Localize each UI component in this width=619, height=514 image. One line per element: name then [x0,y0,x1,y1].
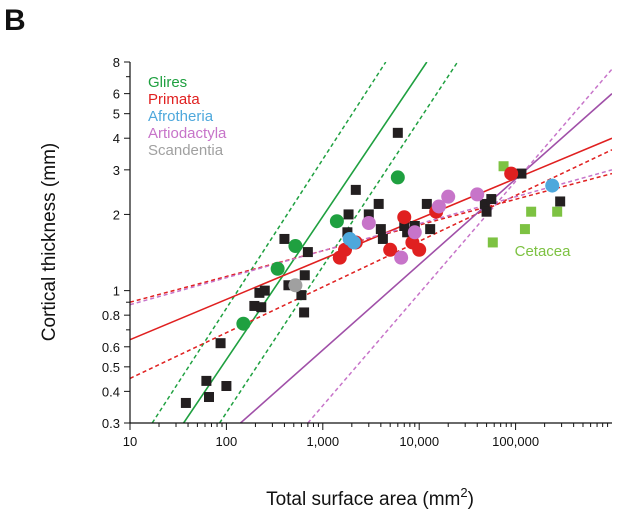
data-point-other [221,381,232,392]
data-point-other [279,233,290,244]
fit-line-artiodactyla-dashed [307,68,612,423]
y-tick-label: 4 [113,131,120,146]
data-point-other [204,392,215,403]
legend-item-primata: Primata [148,91,200,108]
x-axis-title: Total surface area (mm2) [266,485,474,510]
data-point-other [425,224,436,235]
plot-area [130,62,612,423]
data-point-other [249,300,260,311]
panel-label: B [4,4,26,37]
y-tick-label: 1 [113,284,120,299]
data-point-afrotheria [346,235,361,250]
data-point-other [375,224,386,235]
data-point-other [342,227,353,238]
data-point-cetacea [552,206,563,217]
x-axis-title-main: Total surface area (mm [266,489,460,510]
y-tick-label: 0.3 [102,416,120,431]
x-tick-label: 10,000 [399,434,439,449]
data-point-primata [397,210,412,225]
data-point-other [254,287,265,298]
data-point-other [516,168,527,179]
x-tick-label: 100 [216,434,238,449]
data-point-other [296,290,307,301]
data-point-glires [390,170,405,185]
data-point-primata [504,166,519,181]
y-axis-title: Cortical thickness (mm) [39,143,60,341]
data-point-other [180,397,191,408]
data-point-other [302,247,313,258]
data-point-glires [288,239,303,254]
data-point-afrotheria [545,178,560,193]
x-axis-title-superscript: 2 [460,485,467,500]
legend-item-glires: Glires [148,74,187,91]
data-point-other [486,194,497,205]
data-point-primata [383,242,398,257]
y-tick-label: 3 [113,163,120,178]
data-point-other [402,227,413,238]
x-axis-title-end: ) [468,489,474,510]
y-tick-label: 0.8 [102,308,120,323]
data-point-cetacea [519,224,530,235]
fit-line-glires-solid [182,62,428,423]
data-point-other [392,127,403,138]
y-tick-label: 0.4 [102,384,120,399]
legend-item-scandentia: Scandentia [148,142,224,159]
x-tick-label: 100,000 [492,434,539,449]
legend-item-artiodactyla: Artiodactyla [148,125,227,142]
data-point-artiodactyla [441,189,456,204]
data-point-other [373,198,384,209]
data-point-other [259,285,270,296]
data-point-glires [329,214,344,229]
data-point-other [363,209,374,220]
data-point-other [299,307,310,318]
data-point-artiodactyla [407,225,422,240]
data-point-cetacea [487,237,498,248]
fit-line-artiodactyla-solid [239,93,612,423]
data-point-other [399,221,410,232]
fit-line-primata-solid [130,137,612,341]
data-point-glires [236,316,251,331]
legend: GliresPrimataAfrotheriaArtiodactylaScand… [148,74,571,260]
data-point-artiodactyla [394,250,409,265]
legend-item-afrotheria: Afrotheria [148,108,214,125]
data-point-other [343,209,354,220]
data-point-other [350,184,361,195]
fit-line-glires-dashed [218,62,459,423]
data-point-other [377,233,388,244]
fit-line-artiodactyla-dashed [130,169,612,306]
data-point-cetacea [498,161,509,172]
y-tick-label: 0.5 [102,360,120,375]
data-point-artiodactyla [431,199,446,214]
data-point-artiodactyla [470,187,485,202]
data-point-other [481,206,492,217]
data-point-other [299,270,310,281]
data-point-primata [412,242,427,257]
annotation-cetacea: Cetacea [515,243,572,260]
data-point-other [201,375,212,386]
y-tick-label: 6 [113,87,120,102]
data-point-other [256,302,267,313]
y-tick-label: 2 [113,207,120,222]
fit-line-primata-dashed [130,172,612,303]
y-tick-label: 5 [113,107,120,122]
data-point-artiodactyla [361,215,376,230]
x-tick-label: 10 [123,434,137,449]
data-point-other [421,198,432,209]
data-point-scandentia [288,278,303,293]
y-tick-label: 8 [113,55,120,70]
data-point-other [479,198,490,209]
axes: 10 100 1,000 10,000 100,000 0.3 0.4 0.5 0.6 0.8 1 2… [102,55,612,449]
data-point-glires [270,261,285,276]
data-point-cetacea [526,206,537,217]
data-point-other [555,196,566,207]
y-tick-label: 0.6 [102,340,120,355]
data-point-other [215,338,226,349]
fit-line-primata-dashed [130,149,612,380]
fit-line-glires-dashed [151,62,387,423]
x-tick-label: 1,000 [307,434,340,449]
